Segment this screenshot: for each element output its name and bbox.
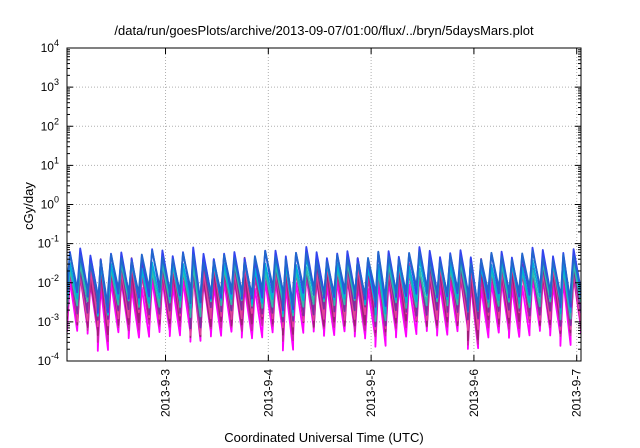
- y-tick-label: 101: [41, 155, 59, 172]
- y-tick-label: 10-1: [38, 234, 59, 251]
- x-tick-label: 2013-9-4: [261, 369, 275, 417]
- y-tick-label: 100: [41, 195, 59, 212]
- y-tick-label: 10-2: [38, 273, 59, 290]
- series-line: [67, 249, 581, 312]
- y-axis: 10-4 10-3 10-2 10-1 100 101 102 103 104: [38, 38, 581, 368]
- y-tick-label: 102: [41, 116, 59, 133]
- y-tick-label: 104: [41, 38, 59, 55]
- x-tick-label: 2013-9-7: [570, 369, 584, 417]
- y-axis-label: cGy/day: [21, 182, 36, 230]
- x-axis: 2013-9-3 2013-9-4 2013-9-5 2013-9-6 2013-9-7: [159, 48, 584, 417]
- x-tick-label: 2013-9-5: [364, 369, 378, 417]
- y-tick-label: 103: [41, 77, 59, 94]
- x-axis-label: Coordinated Universal Time (UTC): [224, 430, 423, 445]
- y-tick-label: 10-4: [38, 351, 59, 368]
- x-tick-label: 2013-9-3: [159, 369, 173, 417]
- series-group: [67, 246, 581, 352]
- x-tick-label: 2013-9-6: [467, 369, 481, 417]
- chart-title: /data/run/goesPlots/archive/2013-09-07/0…: [114, 23, 534, 38]
- y-tick-label: 10-3: [38, 312, 59, 329]
